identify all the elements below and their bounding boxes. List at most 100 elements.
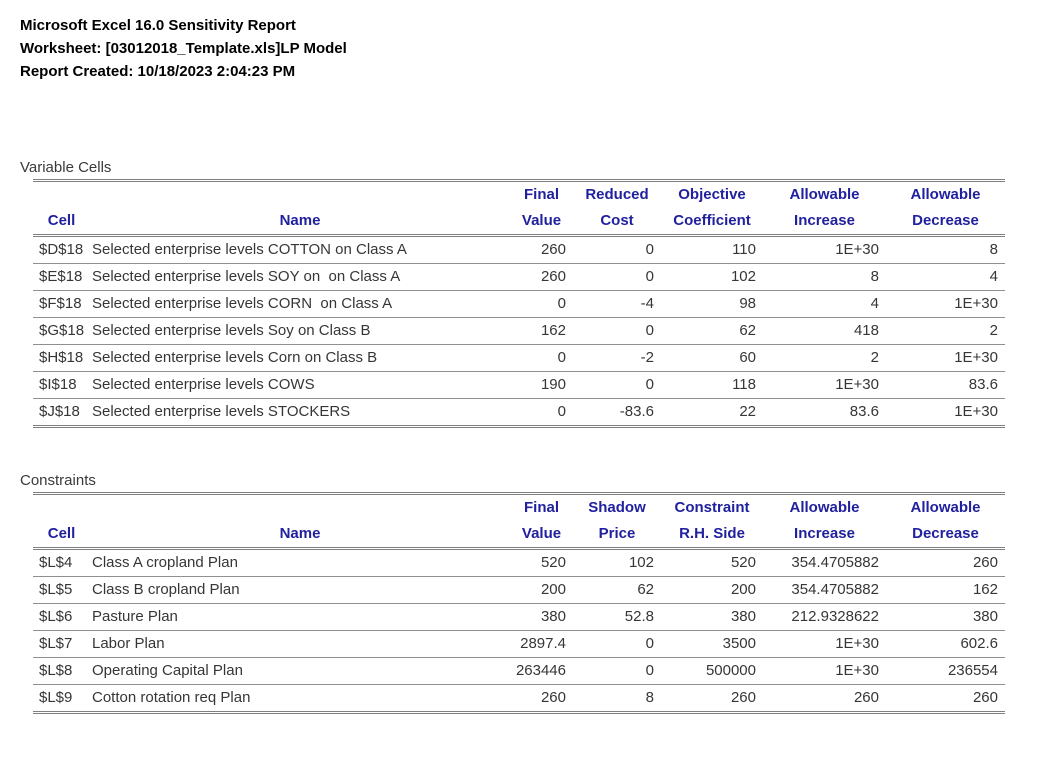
report-header: Microsoft Excel 16.0 Sensitivity Report … xyxy=(0,0,1045,83)
column-header-name: Name xyxy=(90,180,510,237)
value-cell: 0 xyxy=(573,263,661,291)
value-cell: 0 xyxy=(510,344,573,372)
value-cell: 102 xyxy=(573,548,661,577)
value-cell: -83.6 xyxy=(619,403,654,420)
column-header-coefficient: Objective Coefficient xyxy=(661,180,763,237)
value-cell: 380 xyxy=(661,603,763,631)
report-title: Microsoft Excel 16.0 Sensitivity Report xyxy=(20,17,296,34)
value-cell: 0 xyxy=(557,403,566,420)
row-name: Labor Plan xyxy=(90,630,510,658)
table-row: $I$18 Selected enterprise levels COWS 190 0… xyxy=(33,371,1005,399)
value-cell: 8 xyxy=(886,235,1005,264)
value-cell: 260 xyxy=(540,689,566,706)
value-cell: 60 xyxy=(661,344,763,372)
row-name: Operating Capital Plan xyxy=(90,657,510,685)
value-cell: 260 xyxy=(510,263,573,291)
value-cell: 260 xyxy=(730,689,756,706)
value-cell: 1E+30 xyxy=(886,344,1005,372)
row-name: Selected enterprise levels STOCKERS xyxy=(92,403,351,420)
value-cell: 380 xyxy=(886,603,1005,631)
value-cell: 200 xyxy=(510,576,573,604)
value-cell: 1E+30 xyxy=(763,657,886,685)
value-cell: 98 xyxy=(661,290,763,318)
value-cell: 0 xyxy=(573,630,661,658)
column-header-value: Final Value xyxy=(510,180,573,237)
value-cell: 118 xyxy=(661,371,763,399)
table-row: $J$18 Selected enterprise levels STOCKERS… xyxy=(33,399,1005,427)
cell-ref: $L$6 xyxy=(33,603,90,631)
value-cell: -2 xyxy=(573,344,661,372)
constraints-table: Cell Name Final Value Shadow Price Constraint R… xyxy=(33,492,1005,714)
value-cell: 110 xyxy=(661,235,763,264)
table-row: $E$18 Selected enterprise levels SOY on o… xyxy=(33,263,1005,291)
value-cell: 354.4705882 xyxy=(763,548,886,577)
variable-cells-label: Variable Cells xyxy=(20,159,112,176)
value-cell: 162 xyxy=(510,317,573,345)
value-cell: 102 xyxy=(661,263,763,291)
cell-ref: $L$9 xyxy=(39,689,73,706)
variable-cells-section: Variable Cells Cell Name Final Value Reduced… xyxy=(20,159,1045,428)
table-row: $L$9 Cotton rotation req Plan 260 8 260 260 26… xyxy=(33,685,1005,713)
value-cell: 260 xyxy=(886,548,1005,577)
cell-ref: $D$18 xyxy=(33,235,90,264)
table-row: $F$18 Selected enterprise levels CORN on … xyxy=(33,290,1005,318)
column-header-cell: Cell xyxy=(33,180,90,237)
column-header-increase: Allowable Increase xyxy=(763,180,886,237)
row-name: Selected enterprise levels CORN on Class… xyxy=(90,290,510,318)
value-cell: 1E+30 xyxy=(763,371,886,399)
column-header-price: Shadow Price xyxy=(573,493,661,550)
value-cell: 260 xyxy=(510,235,573,264)
value-cell: 354.4705882 xyxy=(763,576,886,604)
table-row: $L$8 Operating Capital Plan 263446 0 500000 1… xyxy=(33,657,1005,685)
value-cell: -4 xyxy=(573,290,661,318)
table-row: $L$4 Class A cropland Plan 520 102 520 354.47… xyxy=(33,548,1005,577)
value-cell: 4 xyxy=(886,263,1005,291)
value-cell: 0 xyxy=(573,235,661,264)
column-header-decrease: Allowable Decrease xyxy=(886,180,1005,237)
value-cell: 380 xyxy=(510,603,573,631)
row-name: Pasture Plan xyxy=(90,603,510,631)
value-cell: 260 xyxy=(853,689,879,706)
row-name: Selected enterprise levels Soy on Class … xyxy=(90,317,510,345)
report-created: Report Created: 10/18/2023 2:04:23 PM xyxy=(20,63,296,80)
value-cell: 83.6 xyxy=(849,403,879,420)
value-cell: 260 xyxy=(972,689,998,706)
column-header-r-h-side: Constraint R.H. Side xyxy=(661,493,763,550)
cell-ref: $L$5 xyxy=(33,576,90,604)
value-cell: 0 xyxy=(573,371,661,399)
value-cell: 0 xyxy=(573,317,661,345)
table-row: $D$18 Selected enterprise levels COTTON o… xyxy=(33,235,1005,264)
value-cell: 8 xyxy=(763,263,886,291)
value-cell: 0 xyxy=(573,657,661,685)
value-cell: 200 xyxy=(661,576,763,604)
variable-cells-table: Cell Name Final Value Reduced Cost Objective Co… xyxy=(33,179,1005,428)
cell-ref: $G$18 xyxy=(33,317,90,345)
cell-ref: $H$18 xyxy=(33,344,90,372)
value-cell: 52.8 xyxy=(573,603,661,631)
cell-ref: $L$8 xyxy=(33,657,90,685)
table-row: $L$7 Labor Plan 2897.4 0 3500 1E+30 602.6 xyxy=(33,630,1005,658)
row-name: Cotton rotation req Plan xyxy=(92,689,251,706)
row-name: Class B cropland Plan xyxy=(90,576,510,604)
table-row: $L$6 Pasture Plan 380 52.8 380 212.9328622 380 xyxy=(33,603,1005,631)
value-cell: 2 xyxy=(763,344,886,372)
table-row: $L$5 Class B cropland Plan 200 62 200 354.470… xyxy=(33,576,1005,604)
cell-ref: $E$18 xyxy=(33,263,90,291)
value-cell: 3500 xyxy=(661,630,763,658)
column-header-decrease: Allowable Decrease xyxy=(886,493,1005,550)
value-cell: 418 xyxy=(763,317,886,345)
row-name: Selected enterprise levels Corn on Class… xyxy=(90,344,510,372)
cell-ref: $J$18 xyxy=(39,403,80,420)
value-cell: 22 xyxy=(739,403,756,420)
value-cell: 263446 xyxy=(510,657,573,685)
value-cell: 8 xyxy=(645,689,654,706)
value-cell: 520 xyxy=(510,548,573,577)
cell-ref: $L$4 xyxy=(33,548,90,577)
value-cell: 236554 xyxy=(886,657,1005,685)
value-cell: 1E+30 xyxy=(886,290,1005,318)
table-row: $G$18 Selected enterprise levels Soy on C… xyxy=(33,317,1005,345)
row-name: Selected enterprise levels SOY on on Cla… xyxy=(90,263,510,291)
value-cell: 190 xyxy=(510,371,573,399)
value-cell: 1E+30 xyxy=(763,630,886,658)
value-cell: 2897.4 xyxy=(510,630,573,658)
